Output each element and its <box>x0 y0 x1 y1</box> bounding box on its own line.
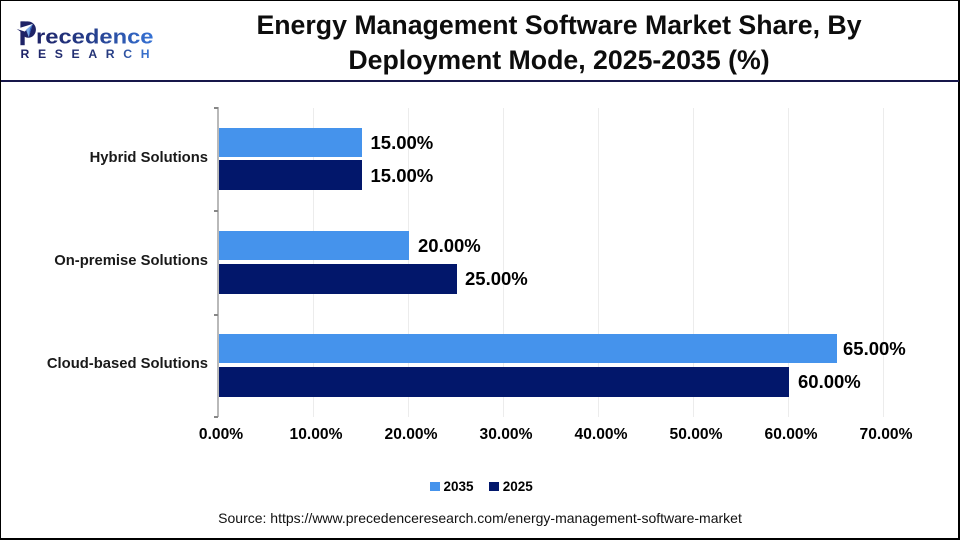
svg-text:RESEARCH: RESEARCH <box>21 47 156 61</box>
svg-text:recedence: recedence <box>36 26 154 49</box>
